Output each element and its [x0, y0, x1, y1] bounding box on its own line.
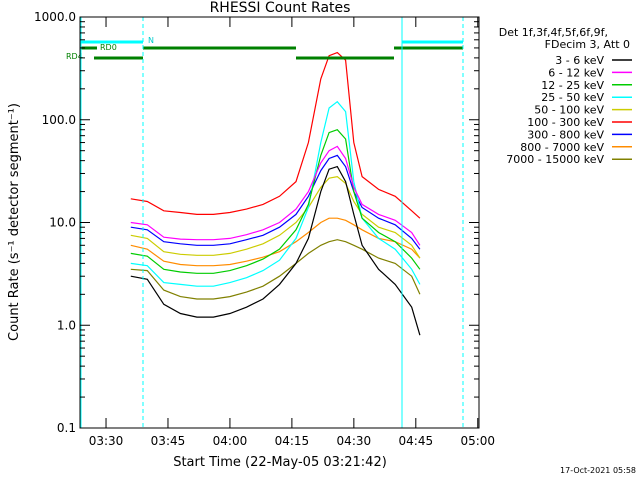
legend-label: 3 - 6 keV: [555, 54, 604, 67]
x-tick-label: 05:00: [460, 434, 495, 448]
legend-label: 300 - 800 keV: [527, 128, 604, 141]
series-line: [130, 217, 421, 267]
series-line: [130, 100, 421, 287]
legend-label: 800 - 7000 keV: [520, 141, 604, 154]
annotation: RD0: [100, 43, 117, 52]
x-tick-label: 03:30: [89, 434, 124, 448]
series-line: [130, 154, 421, 250]
y-tick-label: 0.1: [57, 421, 76, 435]
x-tick-label: 04:15: [275, 434, 310, 448]
annotation: RD4: [66, 52, 83, 61]
plot-area: [130, 51, 421, 336]
chart-title: RHESSI Count Rates: [210, 0, 351, 16]
legend-label: 7000 - 15000 keV: [506, 153, 604, 166]
y-tick-label: 1000.0: [34, 10, 76, 24]
y-tick-label: 100.0: [42, 113, 76, 127]
x-tick-label: 03:45: [151, 434, 186, 448]
legend-label: 6 - 12 keV: [548, 66, 604, 79]
legend-label: 100 - 300 keV: [527, 116, 604, 129]
y-axis-label: Count Rate (s⁻¹ detector segment⁻¹): [7, 103, 22, 341]
series-line: [130, 51, 421, 219]
y-tick-label: 1.0: [57, 318, 76, 332]
series-line: [130, 129, 421, 274]
x-tick-label: 04:00: [213, 434, 248, 448]
x-tick-label: 04:30: [337, 434, 372, 448]
legend-header: FDecim 3, Att 0: [545, 38, 630, 51]
legend-header: Det 1f,3f,4f,5f,6f,9f,: [499, 26, 608, 39]
legend-label: 12 - 25 keV: [541, 79, 604, 92]
legend-label: 25 - 50 keV: [541, 91, 604, 104]
annotation: N: [148, 36, 154, 45]
series-line: [130, 175, 421, 259]
y-tick-label: 10.0: [49, 216, 76, 230]
series-line: [130, 165, 421, 336]
x-tick-label: 04:45: [399, 434, 434, 448]
series-line: [130, 145, 421, 246]
x-axis-label: Start Time (22-May-05 03:21:42): [173, 455, 387, 470]
legend-label: 50 - 100 keV: [534, 104, 604, 117]
footer: 17-Oct-2021 05:58: [560, 466, 636, 475]
series-line: [130, 239, 421, 300]
